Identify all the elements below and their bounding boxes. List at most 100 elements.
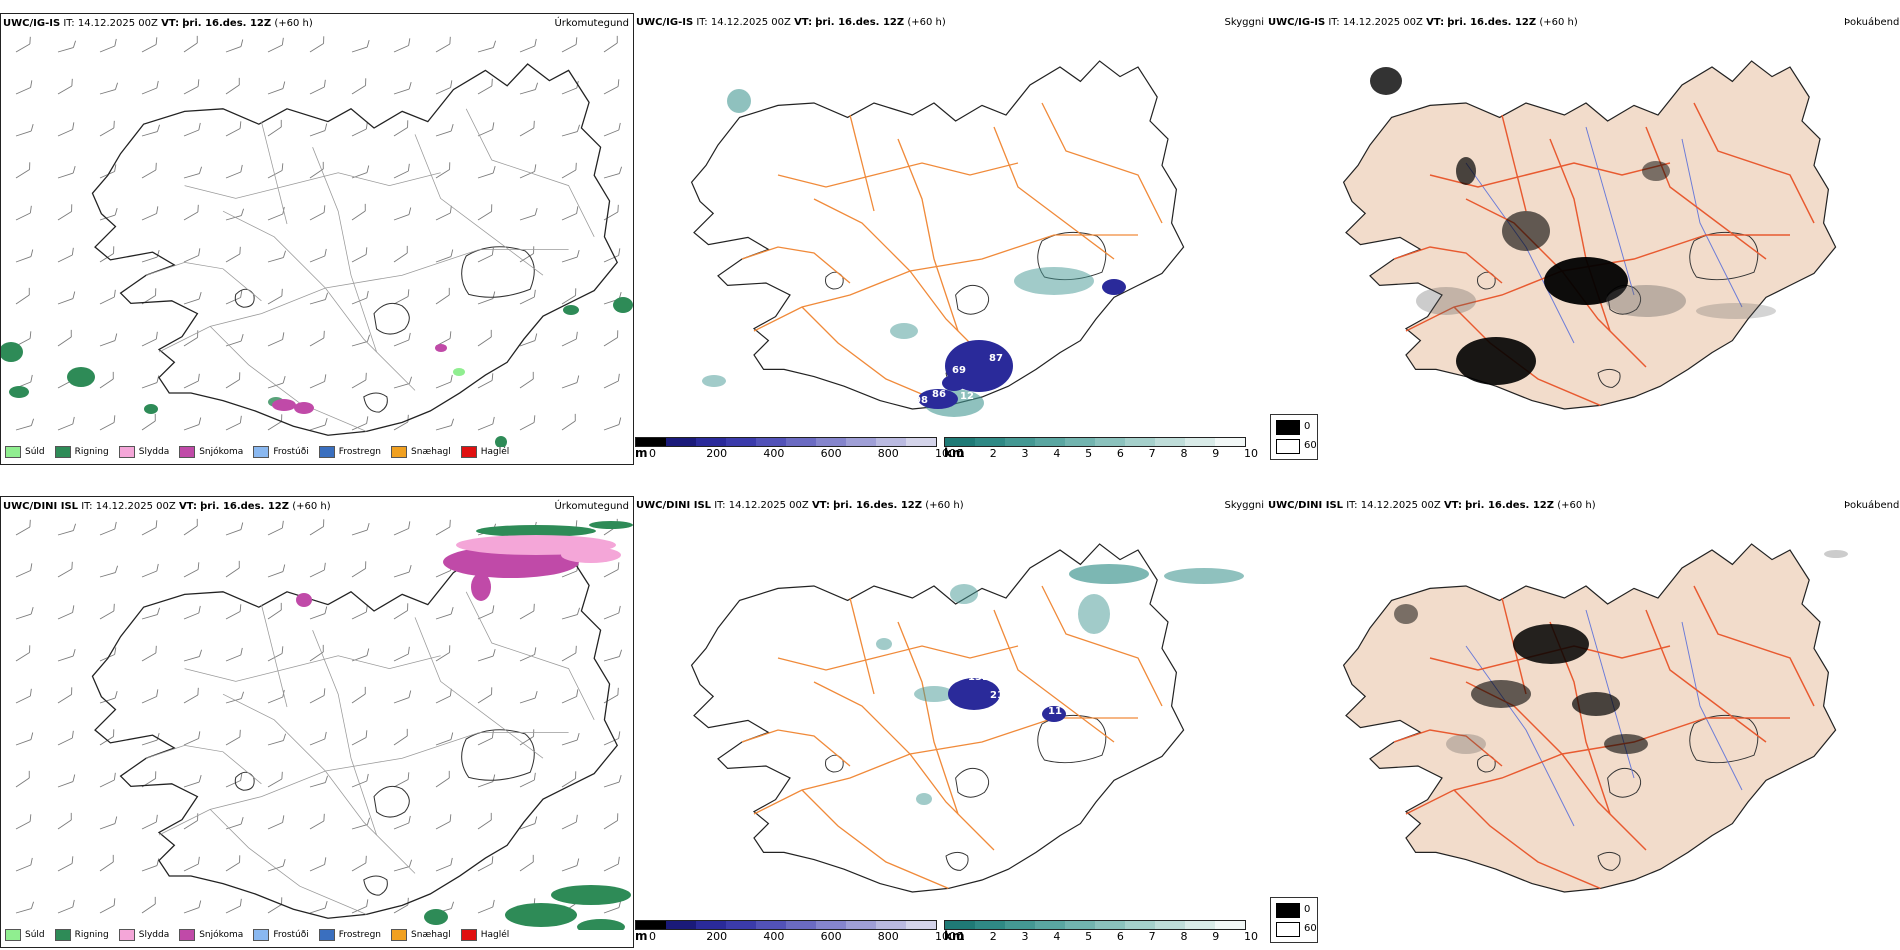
- wind-barb-flag: [366, 165, 370, 173]
- wind-barb-flag: [112, 854, 114, 863]
- wind-barb: [393, 414, 409, 431]
- wind-barb-flag: [407, 603, 409, 611]
- wind-barb: [393, 690, 412, 704]
- wind-barb-shaft: [57, 129, 73, 137]
- wind-barb-shaft: [15, 256, 32, 263]
- colorbar-cell: [636, 438, 666, 446]
- wind-barb-shaft: [225, 215, 242, 221]
- fog-light-area: [1824, 550, 1848, 558]
- wind-barb-flag: [29, 519, 31, 528]
- wind-barb-shaft: [57, 655, 74, 662]
- wind-barb-shaft: [477, 694, 492, 704]
- wind-barb-flag: [197, 562, 200, 570]
- wind-barb-shaft: [99, 127, 115, 137]
- wind-barb-flag: [155, 37, 158, 45]
- wind-barb-shaft: [477, 612, 493, 620]
- wind-barb: [393, 897, 409, 914]
- wind-barb-shaft: [15, 777, 30, 788]
- wind-barb-shaft: [561, 778, 576, 788]
- wind-barb-flag: [156, 375, 160, 383]
- wind-barb-flag: [324, 123, 328, 131]
- wind-barb-flag: [575, 520, 578, 528]
- colorbar-tick-label: 1000: [935, 447, 963, 460]
- road-line: [222, 210, 416, 391]
- wind-barb-flag: [450, 732, 454, 740]
- wind-barb: [15, 770, 30, 788]
- wind-barb-flag: [156, 563, 159, 572]
- rain-area: [495, 436, 507, 447]
- sleet-area: [561, 547, 621, 563]
- wind-barb-flag: [406, 245, 408, 254]
- snow-area: [294, 402, 314, 414]
- wind-barb: [57, 122, 75, 137]
- wind-barb: [477, 373, 494, 389]
- legend-item: Slydda: [118, 446, 169, 458]
- wind-barb: [141, 162, 157, 179]
- wind-barb-flag: [155, 331, 158, 340]
- wind-barb-shaft: [15, 652, 30, 662]
- colorbar-cell: [666, 438, 696, 446]
- wind-barb-flag: [281, 771, 283, 780]
- wind-barb-flag: [281, 646, 284, 654]
- wind-barb: [99, 164, 117, 179]
- ceiling-colorbar: m 0 200 400 600 800 1000: [635, 920, 963, 943]
- wind-barb: [309, 79, 326, 95]
- wind-barb: [603, 35, 618, 53]
- wind-barb-shaft: [15, 864, 32, 872]
- wind-barb-flag: [575, 645, 577, 654]
- wind-barb-shaft: [309, 782, 326, 788]
- colorbar-tick-label: 1000: [935, 930, 963, 943]
- wind-barb-shaft: [603, 694, 619, 704]
- river: [1681, 138, 1743, 308]
- wind-barb-flag: [408, 859, 413, 867]
- wind-barb: [267, 564, 286, 578]
- colorbar-tick-label: 5: [1085, 930, 1093, 943]
- wind-barb-shaft: [351, 906, 367, 914]
- wind-barb-shaft: [519, 736, 534, 746]
- wind-barb-flag: [533, 289, 536, 298]
- glacier-outline: [955, 284, 990, 315]
- wind-barb: [393, 564, 412, 578]
- wind-barb-shaft: [15, 43, 31, 53]
- wind-barb: [435, 331, 452, 347]
- fog-dense-area: [1502, 211, 1550, 251]
- wind-barb-flag: [449, 331, 452, 339]
- wind-barb-flag: [239, 729, 241, 738]
- wind-barb-flag: [366, 39, 370, 48]
- panel-title: Þokuábendi: [1844, 17, 1900, 28]
- wind-barb-shaft: [477, 172, 494, 179]
- wind-barb-shaft: [351, 85, 366, 95]
- wind-barb-shaft: [183, 656, 200, 662]
- wind-barb: [57, 40, 77, 53]
- wind-barb: [225, 77, 240, 95]
- wind-barb: [183, 605, 201, 620]
- wind-barb-flag: [492, 899, 495, 908]
- colorbar-cell: [1095, 921, 1125, 929]
- snow-area: [435, 344, 447, 352]
- legend-label: Rigning: [74, 930, 109, 940]
- wind-barb-shaft: [435, 864, 452, 872]
- wind-barb-flag: [450, 80, 453, 88]
- wind-barb-flag: [408, 207, 412, 215]
- road-line: [184, 655, 441, 682]
- wind-barb: [603, 330, 619, 347]
- wind-barb-flag: [240, 691, 245, 699]
- wind-barb: [603, 79, 620, 95]
- rain-area: [144, 404, 158, 414]
- colorbar-cell: [696, 921, 726, 929]
- wind-barb-shaft: [435, 294, 450, 305]
- road-line: [414, 617, 544, 759]
- wind-barb-shaft: [99, 340, 116, 347]
- wind-barb: [351, 121, 368, 137]
- wind-barb-shaft: [351, 379, 367, 389]
- panel-header: UWC/IG-IS IT: 14.12.2025 00Z VT: þri. 16…: [1268, 17, 1578, 28]
- colorbar-cell: [876, 438, 906, 446]
- wind-barb-flag: [407, 163, 410, 172]
- colorbar-cell: [1065, 438, 1095, 446]
- wind-barb: [435, 205, 452, 221]
- wind-barb: [15, 901, 35, 914]
- wind-barb-flag: [618, 774, 622, 783]
- wind-barb-shaft: [99, 89, 116, 95]
- wind-barb: [309, 161, 324, 179]
- wind-barb: [225, 372, 241, 389]
